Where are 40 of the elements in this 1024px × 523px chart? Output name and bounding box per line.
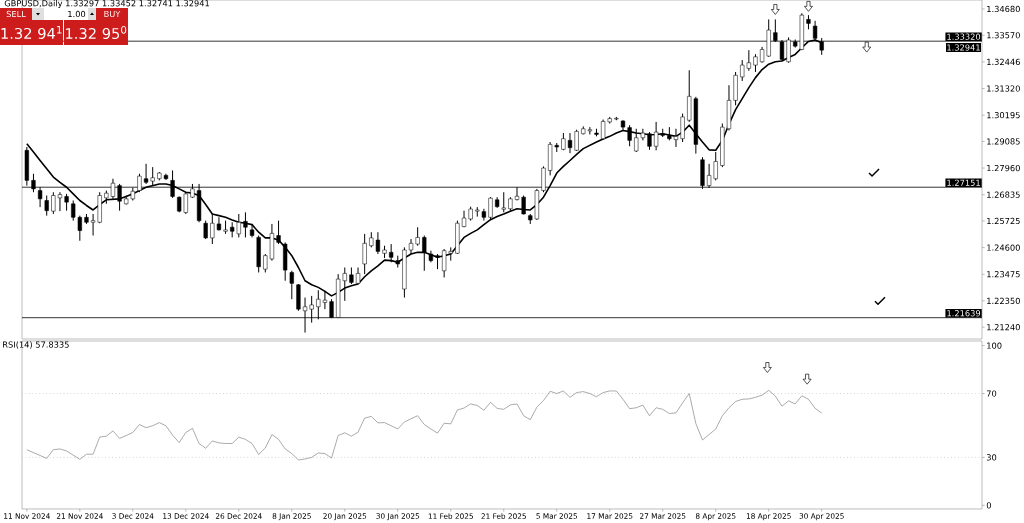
y-tick-label: 1.33570 (987, 32, 1020, 39)
y-tick-label: 1.23475 (987, 271, 1020, 278)
candlestick (44, 195, 49, 217)
candlestick (289, 270, 294, 300)
y-tick-label: 1.31320 (987, 85, 1020, 92)
candlestick (501, 191, 506, 213)
y-tick-label: 0 (986, 502, 991, 509)
y-tick-label: 1.26835 (987, 191, 1020, 198)
chart-title: GBPUSD,Daily 1.33297 1.33452 1.32741 1.32941 (4, 0, 209, 8)
y-tick-label: 100 (987, 342, 1002, 349)
candlestick (276, 220, 281, 245)
candlestick (389, 243, 394, 263)
ref-line-label: 1.33320 (947, 33, 981, 40)
y-tick-label: 1.32446 (987, 58, 1020, 65)
y-tick-label: 1.22350 (987, 297, 1020, 305)
y-tick-label: 1.29085 (987, 138, 1020, 145)
ref-line-label: 1.21639 (947, 310, 981, 317)
annotation: 1.32 94$^{1}$ (1, 25, 62, 39)
candlestick (488, 196, 493, 220)
candlestick (243, 211, 248, 238)
y-tick-label: 1.21240 (987, 324, 1020, 331)
ref-line-label: 1.27151 (947, 179, 980, 186)
candlestick (422, 235, 427, 272)
annotation: BUY (104, 10, 121, 18)
chart-title: RSI(14) 57.8335 (3, 341, 69, 349)
candlestick (362, 233, 367, 275)
text: 1.32941 (947, 44, 980, 51)
y-tick-label: 30 (986, 454, 997, 461)
candlestick (680, 113, 685, 143)
y-tick-label: 1.34680 (987, 5, 1020, 13)
candlestick (249, 223, 255, 238)
y-tick-label: 1.24600 (987, 244, 1020, 251)
annotation: 1.32 95$^{0}$ (66, 25, 127, 40)
y-tick-label: 1.30195 (987, 112, 1020, 119)
y-tick-label: 70 (986, 390, 997, 397)
y-tick-label: 1.25725 (987, 217, 1020, 225)
annotation: 1.00 (68, 10, 86, 18)
y-tick-label: 1.27960 (987, 164, 1020, 172)
annotation: SELL (6, 10, 26, 18)
candlestick (627, 124, 632, 147)
